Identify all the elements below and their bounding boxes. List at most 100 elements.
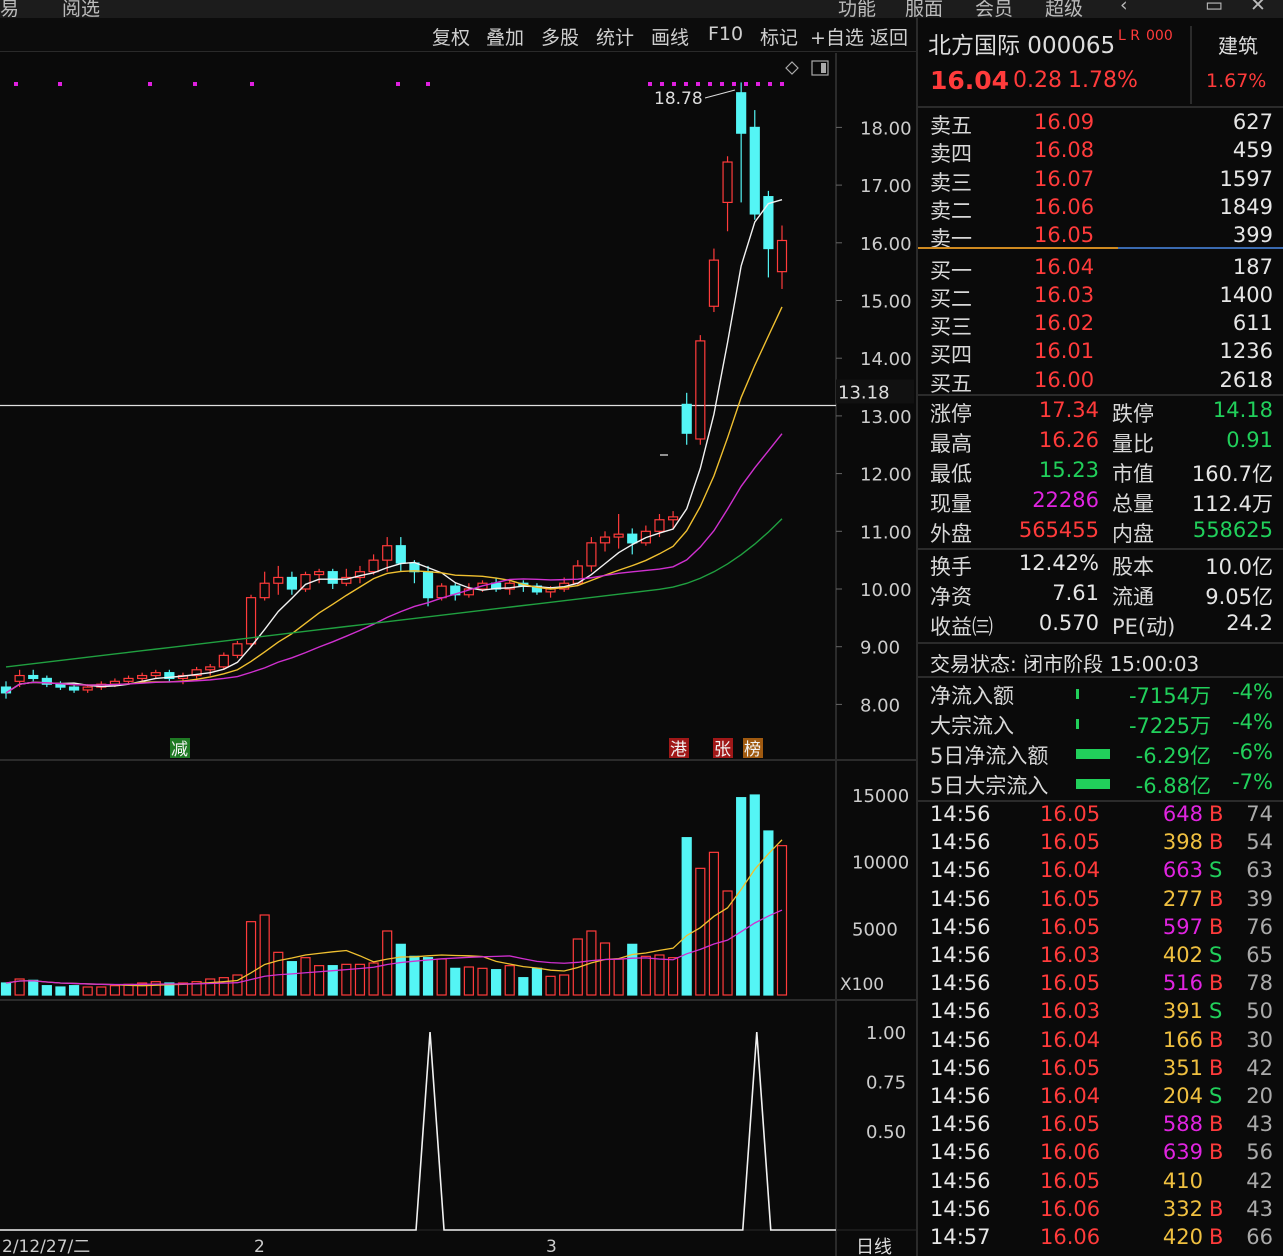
header-divider	[1190, 26, 1192, 104]
stock-flag: L R	[1118, 28, 1140, 44]
top-menu-item[interactable]: 阅选	[62, 0, 101, 18]
tick-volume: 420	[1162, 1225, 1203, 1249]
order-book-row[interactable]: 卖四 16.08 459	[918, 138, 1283, 166]
price-axis-label: 13.00	[860, 407, 912, 428]
diamond-icon[interactable]	[785, 61, 799, 75]
candle-body	[123, 677, 134, 682]
order-book-row[interactable]: 卖五 16.09 627	[918, 110, 1283, 138]
stat-value: 160.7亿	[1191, 462, 1273, 486]
volume-bar	[422, 957, 434, 996]
order-book-row[interactable]: 卖一 16.05 399	[918, 223, 1283, 251]
order-book-row[interactable]: 买一 16.04 187	[918, 255, 1283, 283]
chart-toolbar: 复权 叠加 多股 统计 画线 F10 标记 +自选 返回	[0, 18, 916, 52]
candle-body	[504, 582, 515, 590]
event-mark[interactable]: 张	[713, 738, 733, 760]
volume-bar	[82, 986, 93, 996]
price-axis-label: 15.00	[860, 292, 912, 313]
tick-row[interactable]: 14:56 16.05 277 B 39	[918, 887, 1283, 915]
tick-row[interactable]: 14:56 16.04 204 S 20	[918, 1084, 1283, 1112]
candle-body	[273, 576, 284, 584]
top-menu-item[interactable]: 服面	[905, 0, 944, 18]
tick-count: 42	[1246, 1055, 1273, 1080]
stats-row: 现量 22286 总量 112.4万	[918, 488, 1283, 516]
tick-side: B	[1209, 1112, 1224, 1137]
stat-label: 净资	[930, 585, 972, 609]
tick-row[interactable]: 14:56 16.05 597 B 76	[918, 915, 1283, 943]
flow-label: 大宗流入	[930, 714, 1014, 738]
tick-count: 30	[1246, 1027, 1273, 1052]
tick-volume: 639	[1162, 1140, 1203, 1165]
volume-bar	[518, 977, 529, 996]
tick-row[interactable]: 14:56 16.04 166 B 30	[918, 1028, 1283, 1056]
sector-name[interactable]: 建筑	[1218, 34, 1258, 58]
flow-bar	[1076, 719, 1079, 729]
order-book-row[interactable]: 买五 16.00 2618	[918, 368, 1283, 396]
signal-dot	[148, 82, 152, 86]
toolbar-button-back[interactable]: 返回	[870, 27, 909, 49]
tick-row[interactable]: 14:56 16.05 516 B 78	[918, 971, 1283, 999]
order-price: 16.01	[1034, 339, 1095, 364]
candle-body	[41, 677, 52, 685]
order-book-row[interactable]: 买二 16.03 1400	[918, 283, 1283, 311]
toolbar-button-overlay[interactable]: 叠加	[486, 27, 525, 49]
order-book-row[interactable]: 卖二 16.06 1849	[918, 195, 1283, 223]
tick-row[interactable]: 14:56 16.05 648 B 74	[918, 802, 1283, 830]
volume-axis-label: 10000	[852, 853, 909, 874]
top-menu-item[interactable]: 会员	[975, 0, 1014, 18]
event-mark[interactable]: 减	[170, 738, 190, 760]
toolbar-button-f10[interactable]: F10	[708, 23, 744, 45]
volume-bar	[368, 962, 379, 996]
event-mark[interactable]: 榜	[743, 738, 763, 760]
period-label[interactable]: 日线	[856, 1237, 892, 1256]
toolbar-button-stats[interactable]: 统计	[596, 27, 635, 49]
tick-side: B	[1209, 886, 1224, 911]
candle-body	[300, 573, 311, 590]
volume-bar	[259, 914, 270, 996]
tick-row[interactable]: 14:56 16.05 398 B 54	[918, 830, 1283, 858]
order-book-row[interactable]: 买三 16.02 611	[918, 311, 1283, 339]
tick-row[interactable]: 14:56 16.03 402 S 65	[918, 943, 1283, 971]
tick-price: 16.05	[1040, 971, 1101, 996]
toolbar-button-mark[interactable]: 标记	[760, 27, 799, 49]
stat-value: 16.26	[1038, 428, 1099, 452]
volume-bar	[0, 982, 12, 996]
stats-row: 换手 12.42% 股本 10.0亿	[918, 551, 1283, 579]
stat-label: 涨停	[930, 402, 972, 426]
order-book-row[interactable]: 卖三 16.07 1597	[918, 167, 1283, 195]
tick-time: 14:56	[930, 1168, 991, 1193]
kline-chart[interactable]: 18.00 17.00 16.00 15.00 14.00 13.00 12.00 11.00…	[0, 18, 916, 1256]
toolbar-button-add-watch[interactable]: +自选	[810, 27, 864, 49]
volume-bar	[14, 978, 25, 996]
window-restore-icon[interactable]: ▭	[1205, 0, 1223, 16]
tick-row[interactable]: 14:56 16.06 332 B 43	[918, 1197, 1283, 1225]
tick-row[interactable]: 14:56 16.04 663 S 63	[918, 858, 1283, 886]
volume-bar	[341, 963, 352, 996]
tick-volume: 402	[1162, 943, 1203, 967]
candle-body	[137, 674, 148, 680]
tick-row[interactable]: 14:56 16.05 588 B 43	[918, 1112, 1283, 1140]
tick-row[interactable]: 14:56 16.05 410 42	[918, 1169, 1283, 1197]
candle-body	[286, 576, 297, 590]
event-mark[interactable]: 港	[669, 738, 689, 760]
tick-row[interactable]: 14:56 16.03 391 S 50	[918, 999, 1283, 1027]
tick-row[interactable]: 14:56 16.05 351 B 42	[918, 1056, 1283, 1084]
trade-status-text: 交易状态: 闭市阶段 15:00:03	[930, 652, 1200, 676]
top-menu-item[interactable]: 易	[0, 0, 20, 18]
back-arrow-icon[interactable]: ‹	[1120, 0, 1128, 16]
candle-body	[150, 672, 161, 677]
top-menu-item[interactable]: 超级	[1045, 0, 1084, 18]
window-close-icon[interactable]: ✕	[1250, 0, 1266, 16]
order-book-row[interactable]: 买四 16.01 1236	[918, 339, 1283, 367]
tick-row[interactable]: 14:56 16.06 639 B 56	[918, 1140, 1283, 1168]
top-menu-item[interactable]: 功能	[838, 0, 877, 18]
tick-price: 16.06	[1040, 1140, 1101, 1165]
panel-toggle-icon[interactable]	[811, 60, 829, 76]
event-mark-bg	[669, 738, 689, 758]
toolbar-button-multi[interactable]: 多股	[541, 27, 580, 49]
toolbar-button-draw[interactable]: 画线	[651, 27, 690, 49]
tick-row[interactable]: 14:57 16.06 420 B 66	[918, 1225, 1283, 1253]
tick-volume: 351	[1162, 1055, 1203, 1080]
toolbar-button-adjust[interactable]: 复权	[432, 27, 471, 49]
tick-time: 14:56	[930, 802, 991, 826]
order-level-label: 卖二	[930, 198, 972, 223]
